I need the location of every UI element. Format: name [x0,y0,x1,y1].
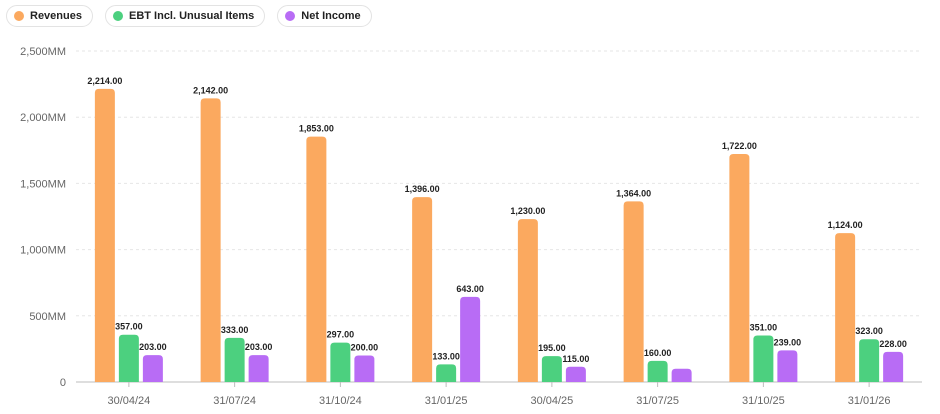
bar-net-income[interactable] [671,368,692,382]
legend-dot-revenues [14,11,24,21]
data-label: 1,722.00 [722,141,757,151]
legend-item-net-income[interactable]: Net Income [277,5,372,27]
bar-revenues[interactable] [729,154,750,382]
x-tick-label: 30/04/25 [530,395,573,407]
x-tick-label: 30/04/24 [107,395,150,407]
bar-ebt-incl-unusual-items[interactable] [753,335,774,382]
data-label: 1,230.00 [510,206,545,216]
x-tick-label: 31/01/25 [425,395,468,407]
x-tick-label: 31/10/25 [742,395,785,407]
data-label: 643.00 [456,284,484,294]
y-tick-label: 2,500MM [20,46,66,58]
legend-label-net-income: Net Income [301,10,361,22]
data-label: 203.00 [245,342,273,352]
bar-revenues[interactable] [835,233,856,382]
bar-net-income[interactable] [883,351,904,382]
legend-label-revenues: Revenues [30,10,82,22]
bar-net-income[interactable] [142,355,163,382]
data-label: 1,853.00 [299,124,334,134]
data-label: 115.00 [562,354,589,364]
y-tick-label: 2,000MM [20,112,66,124]
data-label: 203.00 [139,342,167,352]
y-tick-label: 1,000MM [20,245,66,257]
x-tick-label: 31/07/25 [636,395,679,407]
data-label: 2,142.00 [193,85,228,95]
legend-dot-net-income [285,11,296,21]
bar-net-income[interactable] [565,366,586,382]
bar-revenues[interactable] [200,98,221,382]
bar-ebt-incl-unusual-items[interactable] [541,356,562,382]
y-tick-label: 1,500MM [20,178,66,190]
data-label: 333.00 [221,325,249,335]
bar-net-income[interactable] [248,355,269,382]
x-tick-label: 31/07/24 [213,395,256,407]
legend-label-ebt: EBT Incl. Unusual Items [128,10,255,22]
bar-revenues[interactable] [94,88,115,383]
data-label: 239.00 [774,337,802,347]
data-label: 160.00 [644,348,672,358]
bar-ebt-incl-unusual-items[interactable] [224,337,245,382]
bar-net-income[interactable] [460,296,481,382]
data-label: 1,396.00 [405,184,440,194]
data-labels: 2,214.00 357.00 203.00 2,142.00 333.00 203.00… [87,76,907,364]
bar-ebt-incl-unusual-items[interactable] [859,339,880,382]
bars [94,88,904,383]
bar-revenues[interactable] [306,136,327,382]
legend: Revenues EBT Incl. Unusual Items Net Inc… [6,5,372,27]
legend-item-ebt[interactable]: EBT Incl. Unusual Items [104,5,266,27]
x-tick-label: 31/01/26 [848,395,891,407]
data-label: 133.00 [432,351,460,361]
data-label: 195.00 [538,343,566,353]
y-tick-label: 0 [60,377,66,389]
bar-ebt-incl-unusual-items[interactable] [330,342,351,382]
legend-item-revenues[interactable]: Revenues [6,5,93,27]
data-label: 357.00 [115,322,143,332]
bar-ebt-incl-unusual-items[interactable] [118,334,139,382]
data-label: 1,124.00 [828,220,863,230]
data-label: 351.00 [750,323,778,333]
data-label: 297.00 [327,330,355,340]
bar-revenues[interactable] [412,197,433,382]
data-label: 228.00 [879,339,907,349]
bar-revenues[interactable] [623,201,644,382]
y-tick-label: 500MM [29,311,66,323]
data-label: 2,214.00 [87,76,122,86]
bar-net-income[interactable] [354,355,375,382]
bar-ebt-incl-unusual-items[interactable] [436,364,457,382]
data-label: 200.00 [351,343,379,353]
bar-ebt-incl-unusual-items[interactable] [647,360,668,382]
data-label: 1,364.00 [616,188,651,198]
data-label: 323.00 [855,326,883,336]
legend-dot-ebt [112,11,123,21]
x-tick-label: 31/10/24 [319,395,362,407]
bar-revenues[interactable] [517,219,538,382]
bar-net-income[interactable] [777,350,798,382]
